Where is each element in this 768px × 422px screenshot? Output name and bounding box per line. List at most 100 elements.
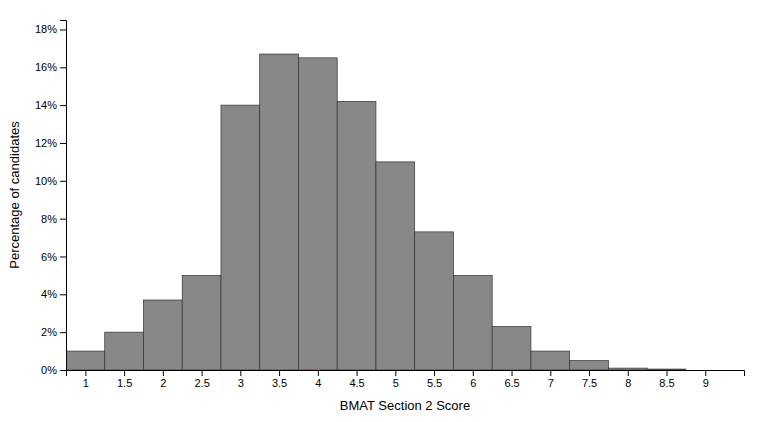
bar bbox=[453, 275, 492, 370]
y-tick-label: 10% bbox=[35, 175, 57, 187]
x-tick-mark bbox=[318, 370, 319, 376]
x-axis-line bbox=[67, 371, 745, 377]
x-tick-label: 8 bbox=[625, 377, 631, 389]
y-tick: 10% bbox=[35, 175, 66, 187]
y-tick-label: 8% bbox=[41, 213, 57, 225]
y-tick: 6% bbox=[41, 251, 66, 263]
y-tick: 12% bbox=[35, 137, 66, 149]
x-tick: 3.5 bbox=[272, 370, 287, 389]
x-tick-mark bbox=[667, 370, 668, 376]
x-tick-mark bbox=[473, 370, 474, 376]
x-tick-label: 6 bbox=[470, 377, 476, 389]
x-tick-label: 2 bbox=[160, 377, 166, 389]
y-axis: 0% 2% 4% 6% 8% 10% 12% 14% 16% 18% bbox=[35, 21, 67, 377]
y-tick-label: 0% bbox=[41, 364, 57, 376]
x-tick-label: 6.5 bbox=[504, 377, 519, 389]
bar bbox=[260, 54, 299, 370]
x-tick-mark bbox=[85, 370, 86, 376]
y-tick-mark bbox=[60, 29, 66, 30]
x-tick: 6.5 bbox=[504, 370, 519, 389]
y-tick-mark bbox=[60, 105, 66, 106]
bar bbox=[105, 332, 144, 370]
bar bbox=[337, 101, 376, 370]
x-tick: 5.5 bbox=[427, 370, 442, 389]
y-tick-label: 16% bbox=[35, 61, 57, 73]
x-tick-mark bbox=[357, 370, 358, 376]
x-tick-mark bbox=[124, 370, 125, 376]
y-tick-mark bbox=[60, 67, 66, 68]
y-tick: 4% bbox=[41, 288, 66, 300]
x-tick: 4.5 bbox=[349, 370, 364, 389]
x-tick: 3 bbox=[238, 370, 244, 389]
x-tick: 8.5 bbox=[659, 370, 674, 389]
y-tick: 16% bbox=[35, 61, 66, 73]
x-tick-mark bbox=[163, 370, 164, 376]
bar bbox=[143, 300, 182, 370]
x-tick: 8 bbox=[625, 370, 631, 389]
y-tick-mark bbox=[60, 256, 66, 257]
x-tick: 6 bbox=[470, 370, 476, 389]
x-tick-label: 1.5 bbox=[117, 377, 132, 389]
x-tick: 1.5 bbox=[117, 370, 132, 389]
x-tick-mark bbox=[240, 370, 241, 376]
x-tick-label: 7.5 bbox=[582, 377, 597, 389]
x-tick-label: 1 bbox=[83, 377, 89, 389]
chart: 1 1.5 2 2.5 3 3.5 4 4.5 5 5.5 6 6.5 7 7.5 8 8.5 9 0% 2% 4% 6… bbox=[0, 0, 768, 422]
bar bbox=[182, 275, 221, 370]
bar bbox=[647, 369, 686, 370]
bar bbox=[221, 105, 260, 370]
bar bbox=[376, 162, 415, 370]
x-tick: 2 bbox=[160, 370, 166, 389]
bar bbox=[570, 361, 609, 370]
x-tick-mark bbox=[705, 370, 706, 376]
y-axis-title: Percentage of candidates bbox=[7, 121, 22, 269]
x-tick: 7.5 bbox=[582, 370, 597, 389]
y-tick-mark bbox=[60, 181, 66, 182]
x-tick-label: 3.5 bbox=[272, 377, 287, 389]
y-tick-label: 12% bbox=[35, 137, 57, 149]
x-tick-mark bbox=[279, 370, 280, 376]
bar bbox=[531, 351, 570, 370]
x-tick-label: 5.5 bbox=[427, 377, 442, 389]
bar bbox=[686, 370, 725, 371]
x-tick-label: 5 bbox=[393, 377, 399, 389]
x-tick-mark bbox=[202, 370, 203, 376]
y-tick: 2% bbox=[41, 326, 66, 338]
x-tick-label: 2.5 bbox=[194, 377, 209, 389]
x-tick-mark bbox=[550, 370, 551, 376]
x-tick-label: 4 bbox=[315, 377, 321, 389]
x-axis: 1 1.5 2 2.5 3 3.5 4 4.5 5 5.5 6 6.5 7 7.5 8 8.5 9 bbox=[67, 370, 745, 389]
y-tick-mark bbox=[60, 219, 66, 220]
x-tick-label: 7 bbox=[548, 377, 554, 389]
x-tick: 1 bbox=[83, 370, 89, 389]
x-tick-label: 9 bbox=[703, 377, 709, 389]
bar bbox=[415, 232, 454, 370]
x-tick: 4 bbox=[315, 370, 321, 389]
y-tick-label: 4% bbox=[41, 288, 57, 300]
y-tick-label: 18% bbox=[35, 23, 57, 35]
y-axis-line bbox=[60, 21, 67, 371]
x-tick-mark bbox=[434, 370, 435, 376]
x-tick: 7 bbox=[548, 370, 554, 389]
bar bbox=[66, 351, 105, 370]
x-tick-mark bbox=[628, 370, 629, 376]
x-tick: 5 bbox=[393, 370, 399, 389]
plot: 1 1.5 2 2.5 3 3.5 4 4.5 5 5.5 6 6.5 7 7.5 8 8.5 9 0% 2% 4% 6… bbox=[35, 21, 745, 389]
y-tick: 0% bbox=[41, 364, 66, 376]
bar bbox=[492, 326, 531, 370]
bar bbox=[608, 368, 647, 370]
y-tick-label: 6% bbox=[41, 251, 57, 263]
x-tick-label: 4.5 bbox=[349, 377, 364, 389]
x-tick-label: 8.5 bbox=[659, 377, 674, 389]
y-tick-mark bbox=[60, 143, 66, 144]
x-tick-label: 3 bbox=[238, 377, 244, 389]
y-tick: 14% bbox=[35, 99, 66, 111]
y-tick: 8% bbox=[41, 213, 66, 225]
y-tick-mark bbox=[60, 294, 66, 295]
bars bbox=[66, 54, 686, 370]
x-axis-title: BMAT Section 2 Score bbox=[340, 398, 470, 413]
x-tick: 2.5 bbox=[194, 370, 209, 389]
x-tick-mark bbox=[395, 370, 396, 376]
x-tick: 9 bbox=[703, 370, 709, 389]
y-tick: 18% bbox=[35, 23, 66, 35]
